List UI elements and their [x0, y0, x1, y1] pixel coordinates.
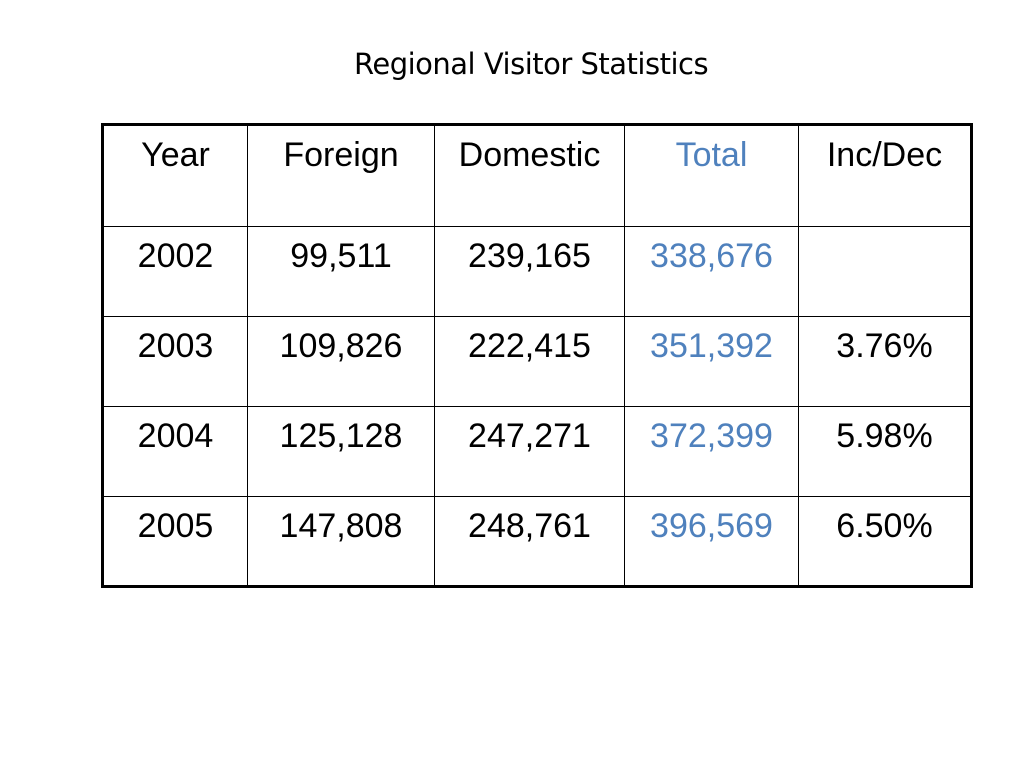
header-domestic: Domestic — [434, 124, 625, 227]
cell-total: 338,676 — [624, 226, 799, 317]
header-inc-dec: Inc/Dec — [798, 124, 972, 227]
cell-domestic: 222,415 — [434, 316, 625, 407]
cell-total: 396,569 — [624, 496, 799, 587]
cell-total: 351,392 — [624, 316, 799, 407]
table-row: 2002 99,511 239,165 338,676 — [102, 226, 972, 317]
cell-year: 2002 — [102, 226, 248, 317]
cell-inc-dec: 3.76% — [798, 316, 972, 407]
cell-total: 372,399 — [624, 406, 799, 497]
cell-foreign: 147,808 — [247, 496, 435, 587]
cell-inc-dec: 5.98% — [798, 406, 972, 497]
page-title: Regional Visitor Statistics — [354, 47, 709, 81]
cell-inc-dec — [798, 226, 972, 317]
cell-domestic: 247,271 — [434, 406, 625, 497]
cell-foreign: 99,511 — [247, 226, 435, 317]
table-row: 2003 109,826 222,415 351,392 3.76% — [102, 316, 972, 407]
cell-year: 2005 — [102, 496, 248, 587]
table-header-row: Year Foreign Domestic Total Inc/Dec — [102, 124, 972, 227]
header-year: Year — [102, 124, 248, 227]
visitor-statistics-table: Year Foreign Domestic Total Inc/Dec 2002… — [101, 123, 973, 588]
header-foreign: Foreign — [247, 124, 435, 227]
cell-foreign: 125,128 — [247, 406, 435, 497]
cell-domestic: 239,165 — [434, 226, 625, 317]
cell-year: 2004 — [102, 406, 248, 497]
cell-foreign: 109,826 — [247, 316, 435, 407]
table-row: 2005 147,808 248,761 396,569 6.50% — [102, 496, 972, 587]
header-total: Total — [624, 124, 799, 227]
cell-domestic: 248,761 — [434, 496, 625, 587]
table-row: 2004 125,128 247,271 372,399 5.98% — [102, 406, 972, 497]
cell-inc-dec: 6.50% — [798, 496, 972, 587]
cell-year: 2003 — [102, 316, 248, 407]
